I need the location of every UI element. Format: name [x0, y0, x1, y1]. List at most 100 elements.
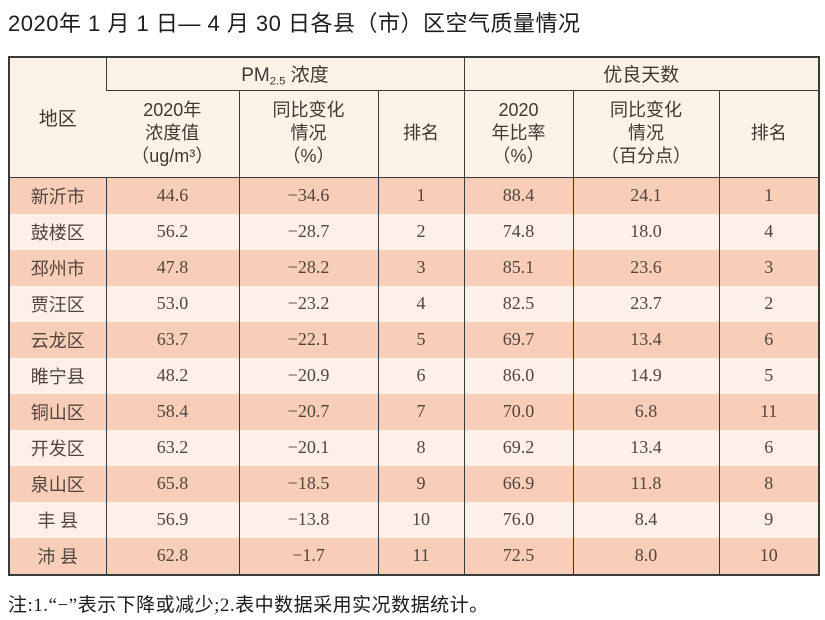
table-header: 地区 PM2.5 浓度 优良天数 2020年 浓度值 （ug/m³） 同比变化 … [9, 56, 820, 178]
value-cell: 18.0 [572, 213, 720, 250]
value-cell: 6.8 [572, 393, 720, 430]
region-cell: 睢宁县 [30, 366, 85, 387]
value-cell: −18.5 [238, 465, 378, 502]
region-cell: 新沂市 [30, 186, 85, 207]
value-cell: 53.0 [105, 285, 239, 322]
value-cell: 5 [377, 321, 465, 358]
region-cell: 云龙区 [30, 330, 85, 351]
value-cell: 63.7 [105, 321, 239, 358]
value-cell: −28.7 [238, 213, 378, 250]
value-cell: 85.1 [463, 249, 574, 286]
value-cell: 4 [718, 213, 820, 250]
col-header-rank-days: 排名 [718, 90, 820, 178]
value-cell: 5 [718, 357, 820, 394]
value-cell: 8.4 [572, 501, 720, 538]
air-quality-table: 地区 PM2.5 浓度 优良天数 2020年 浓度值 （ug/m³） 同比变化 … [8, 55, 821, 576]
col-header-yoy-change-pm: 同比变化 情况 （%） [238, 90, 378, 178]
value-cell: −20.7 [238, 393, 378, 430]
col-group-good-days: 优良天数 [463, 56, 820, 91]
col-header-ratio: 2020 年比率 （%） [463, 90, 574, 178]
value-cell: −20.9 [238, 357, 378, 394]
table-row: 沛 县 62.8 −1.7 11 72.5 8.0 10 [9, 537, 820, 575]
footnote: 注:1.“−”表示下降或减少;2.表中数据采用实况数据统计。 [8, 594, 489, 616]
value-cell: 4 [377, 285, 465, 322]
value-cell: 9 [718, 501, 820, 538]
col-header-yoy-change-days: 同比变化 情况 （百分点） [572, 90, 720, 178]
value-cell: 69.2 [463, 429, 574, 466]
value-cell: 10 [377, 501, 465, 538]
value-cell: 11 [718, 393, 820, 430]
value-cell: 13.4 [572, 429, 720, 466]
value-cell: 10 [718, 537, 820, 575]
region-cell: 鼓楼区 [30, 222, 85, 243]
value-cell: 70.0 [463, 393, 574, 430]
value-cell: 8.0 [572, 537, 720, 575]
region-cell: 铜山区 [30, 402, 85, 423]
value-cell: 62.8 [105, 537, 239, 575]
value-cell: 8 [377, 429, 465, 466]
value-cell: 9 [377, 465, 465, 502]
value-cell: −13.8 [238, 501, 378, 538]
header-group-row: 地区 PM2.5 浓度 优良天数 [9, 56, 820, 178]
region-cell: 邳州市 [30, 258, 85, 279]
region-cell: 开发区 [30, 438, 85, 459]
value-cell: 11.8 [572, 465, 720, 502]
value-cell: 11 [377, 537, 465, 575]
table-body: 新沂市 44.6 −34.6 1 88.4 24.1 1 鼓楼区 56.2 −28.7 2 74.8 1… [9, 177, 820, 575]
col-header-rank-pm: 排名 [377, 90, 465, 178]
col-header-region: 地区 [9, 56, 106, 178]
value-cell: 86.0 [463, 357, 574, 394]
value-cell: 3 [377, 249, 465, 286]
region-cell: 贾汪区 [30, 294, 85, 315]
value-cell: 23.6 [572, 249, 720, 286]
table-row: 铜山区 58.4 −20.7 7 70.0 6.8 11 [9, 393, 820, 430]
value-cell: 1 [718, 177, 820, 214]
table-row: 泉山区 65.8 −18.5 9 66.9 11.8 8 [9, 465, 820, 502]
value-cell: 2 [377, 213, 465, 250]
col-header-concentration: 2020年 浓度值 （ug/m³） [106, 90, 239, 178]
table-row: 睢宁县 48.2 −20.9 6 86.0 14.9 5 [9, 357, 820, 394]
pm25-label-subscript: 2.5 [269, 75, 286, 88]
table-row: 开发区 63.2 −20.1 8 69.2 13.4 6 [9, 429, 820, 466]
value-cell: 47.8 [105, 249, 239, 286]
value-cell: 6 [718, 321, 820, 358]
value-cell: 6 [377, 357, 465, 394]
value-cell: 14.9 [572, 357, 720, 394]
value-cell: 56.2 [105, 213, 239, 250]
value-cell: 56.9 [105, 501, 239, 538]
value-cell: 2 [718, 285, 820, 322]
table-row: 云龙区 63.7 −22.1 5 69.7 13.4 6 [9, 321, 820, 358]
value-cell: 23.7 [572, 285, 720, 322]
table-row: 新沂市 44.6 −34.6 1 88.4 24.1 1 [9, 177, 820, 214]
pm25-label-rest: 浓度 [285, 64, 329, 86]
value-cell: 58.4 [105, 393, 239, 430]
table-row: 贾汪区 53.0 −23.2 4 82.5 23.7 2 [9, 285, 820, 322]
value-cell: 44.6 [105, 177, 239, 214]
region-cell: 丰 县 [37, 510, 79, 531]
value-cell: 48.2 [105, 357, 239, 394]
value-cell: 7 [377, 393, 465, 430]
header-sub-row: 2020年 浓度值 （ug/m³） 同比变化 情况 （%） 排名 2020 年比… [9, 90, 820, 178]
value-cell: −1.7 [238, 537, 378, 575]
value-cell: −20.1 [238, 429, 378, 466]
table-row: 丰 县 56.9 −13.8 10 76.0 8.4 9 [9, 501, 820, 538]
value-cell: 69.7 [463, 321, 574, 358]
page-title: 2020年 1 月 1 日— 4 月 30 日各县（市）区空气质量情况 [8, 11, 581, 36]
table-row: 鼓楼区 56.2 −28.7 2 74.8 18.0 4 [9, 213, 820, 250]
value-cell: 76.0 [463, 501, 574, 538]
region-cell: 沛 县 [37, 546, 79, 567]
value-cell: −28.2 [238, 249, 378, 286]
value-cell: 6 [718, 429, 820, 466]
value-cell: 8 [718, 465, 820, 502]
value-cell: 65.8 [105, 465, 239, 502]
value-cell: 1 [377, 177, 465, 214]
pm25-label-base: PM [241, 64, 270, 86]
value-cell: −23.2 [238, 285, 378, 322]
value-cell: 74.8 [463, 213, 574, 250]
value-cell: −34.6 [238, 177, 378, 214]
value-cell: 13.4 [572, 321, 720, 358]
value-cell: 88.4 [463, 177, 574, 214]
col-group-pm25: PM2.5 浓度 [105, 56, 465, 91]
value-cell: −22.1 [238, 321, 378, 358]
